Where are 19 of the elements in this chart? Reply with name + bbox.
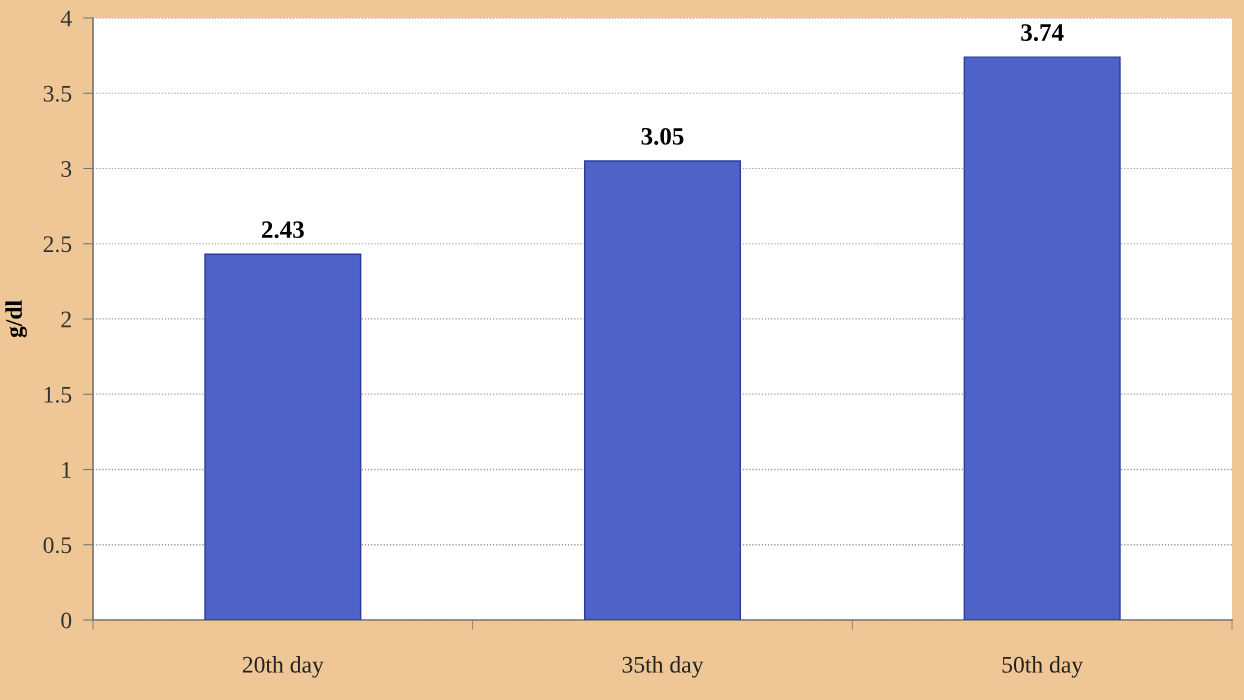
- bar: [963, 56, 1121, 620]
- data-label: 3.74: [1021, 24, 1064, 42]
- y-tick-label: 1: [62, 462, 71, 478]
- bar: [583, 160, 742, 620]
- y-tick-label: 1.5: [44, 386, 72, 403]
- y-tick-label: 2.5: [43, 236, 72, 253]
- bar: [204, 253, 362, 620]
- y-axis-title: g/dl: [5, 300, 27, 338]
- y-tick-label: 2: [61, 311, 71, 328]
- y-tick-label: 0: [61, 612, 72, 629]
- y-tick-label: 3: [61, 161, 72, 177]
- y-tick-label: 4: [60, 10, 72, 27]
- data-label: 2.43: [262, 221, 304, 239]
- x-tick-label: 20th day: [242, 656, 324, 678]
- data-label: 3.05: [641, 127, 684, 145]
- x-tick-label: 50th day: [1002, 656, 1084, 678]
- y-tick-label: 3.5: [43, 85, 72, 102]
- x-tick-label: 35th day: [622, 656, 704, 678]
- y-tick-label: 0.5: [43, 537, 72, 554]
